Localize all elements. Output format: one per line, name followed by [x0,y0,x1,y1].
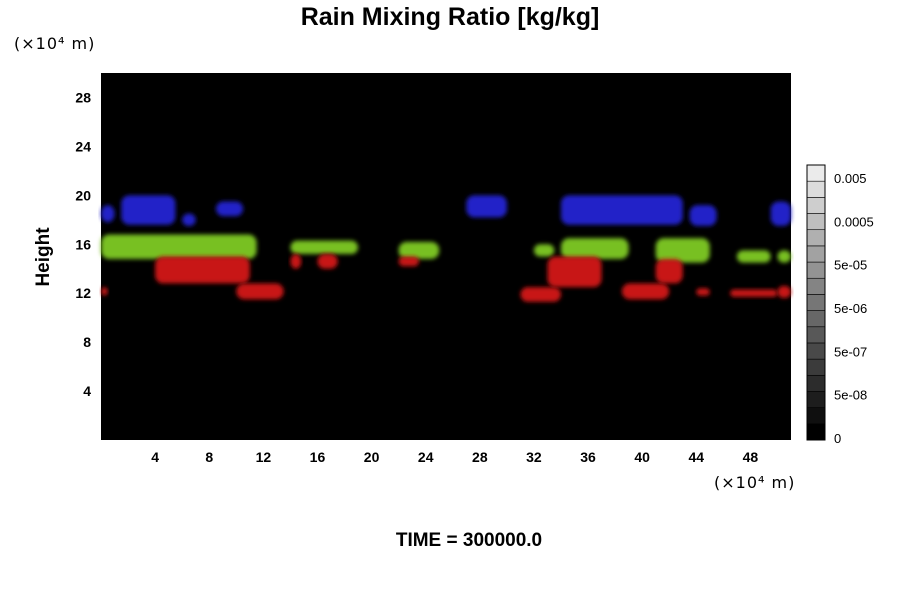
data-blob-0-0 [101,205,115,223]
time-label: TIME = 300000.0 [395,530,543,551]
data-blob-1-0 [101,234,257,259]
colorbar-level [806,374,826,392]
y-tick-label: 28 [75,89,91,105]
colorbar-level [806,213,826,231]
x-tick-label: 8 [205,449,213,465]
colorbar-level [806,261,826,279]
colorbar-level [806,197,826,214]
colorbar-level [806,391,826,408]
data-blob-2-6 [520,287,561,302]
x-tick-label: 48 [743,449,759,465]
colorbar-level [806,342,826,360]
x-tick-label: 44 [689,449,705,465]
data-blob-2-10 [696,288,710,296]
data-blob-0-1 [121,195,176,225]
colorbar-tick-label: 0.005 [834,171,867,186]
colorbar-tick-label: 5e-07 [834,344,867,359]
colorbar-tick-label: 5e-06 [834,301,867,316]
y-tick-label: 24 [75,138,91,154]
data-blob-2-7 [547,256,602,288]
colorbar-labels: 0 5e-08 5e-07 5e-06 5e-05 0.0005 0.005 [834,171,874,446]
colorbar-tick-label: 5e-08 [834,388,867,403]
colorbar-level [806,180,826,198]
chart-title: Rain Mixing Ratio [kg/kg] [300,3,600,31]
data-blob-2-12 [777,285,791,299]
y-tick-label: 12 [75,285,91,301]
colorbar-level [806,310,826,328]
x-tick-label: 4 [151,449,159,465]
data-blob-0-4 [466,195,507,218]
data-blob-2-5 [398,256,419,267]
colorbar [806,164,826,441]
data-blob-2-4 [317,254,338,269]
colorbar-level [806,407,826,425]
colorbar-level [806,277,826,295]
data-layers [101,195,791,302]
data-blob-2-8 [621,283,670,300]
colorbar-level [806,326,826,344]
data-blob-0-5 [561,195,683,225]
data-blob-1-7 [777,250,791,263]
data-blob-1-1 [290,240,359,255]
x-tick-label: 36 [580,449,596,465]
colorbar-tick-label: 5e-05 [834,258,867,273]
colorbar-level [806,358,826,376]
data-blob-0-6 [689,205,717,226]
data-blob-1-3 [533,244,555,257]
data-blob-1-2 [398,241,440,259]
x-tick-label: 28 [472,449,488,465]
colorbar-level [806,164,826,182]
data-blob-2-3 [290,254,302,269]
x-axis-unit: (×10⁴ m) [714,473,796,492]
y-axis-ticks: 4 8 12 16 20 24 28 [75,89,91,399]
y-axis-label: Height [33,227,54,287]
x-tick-label: 20 [364,449,380,465]
y-tick-label: 4 [83,383,91,399]
data-blob-0-3 [216,201,244,217]
x-tick-label: 24 [418,449,434,465]
colorbar-frame [806,164,826,441]
colorbar-tick-label: 0 [834,431,841,446]
x-tick-label: 40 [634,449,650,465]
data-blob-2-0 [101,287,108,296]
data-blob-2-9 [655,258,683,284]
colorbar-level [806,294,826,311]
y-tick-label: 20 [75,187,91,203]
data-blob-2-1 [155,256,250,284]
y-tick-label: 8 [83,334,91,350]
data-blob-1-6 [736,250,771,263]
data-blob-0-2 [182,213,196,226]
data-blob-0-7 [770,201,791,226]
x-tick-label: 12 [256,449,272,465]
y-tick-label: 16 [75,236,91,252]
x-tick-label: 32 [526,449,542,465]
colorbar-level [806,245,826,263]
data-blob-1-5 [655,238,710,263]
colorbar-level [806,423,826,441]
data-blob-1-4 [561,238,629,259]
y-axis-unit: (×10⁴ m) [14,34,96,53]
data-blob-2-11 [730,289,778,297]
data-blob-2-2 [236,283,284,300]
x-tick-label: 16 [310,449,326,465]
x-axis-ticks: 4 8 12 16 20 24 28 32 36 40 44 48 [151,449,758,465]
colorbar-tick-label: 0.0005 [834,214,874,229]
colorbar-level [806,229,826,247]
